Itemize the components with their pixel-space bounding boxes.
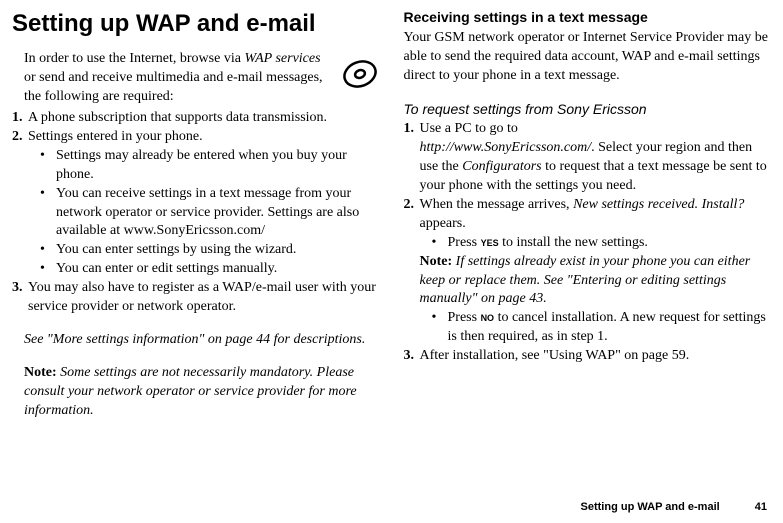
list-item-2: 2. Settings entered in your phone. • Set… xyxy=(12,128,380,279)
bullet-body: Settings may already be entered when you… xyxy=(56,147,380,185)
yes-key: YES xyxy=(481,238,499,248)
note-label: Note: xyxy=(420,254,453,269)
list-body: When the message arrives, New settings r… xyxy=(420,196,772,234)
url-text: http://www.SonyEricsson.com/ xyxy=(420,140,592,155)
text: appears. xyxy=(420,216,466,231)
list-number: 1. xyxy=(404,120,420,196)
bullet-item: • Press YES to install the new settings. xyxy=(432,234,772,253)
cdrom-icon xyxy=(340,54,380,94)
list-item-1: 1. A phone subscription that supports da… xyxy=(12,109,380,128)
list-body: A phone subscription that supports data … xyxy=(28,109,380,128)
bullet-mark: • xyxy=(432,234,448,253)
list-number: 2. xyxy=(12,128,28,279)
text: When the message arrives, xyxy=(420,197,574,212)
list-item-2: 2. When the message arrives, New setting… xyxy=(404,196,772,347)
bullet-item: • You can receive settings in a text mes… xyxy=(40,185,380,242)
page-footer: Setting up WAP and e-mail 41 xyxy=(581,500,767,515)
note-paragraph: Note: Some settings are not necessarily … xyxy=(24,364,380,421)
bullet-mark: • xyxy=(40,147,56,185)
bullet-body: You can enter settings by using the wiza… xyxy=(56,241,380,260)
list-body: Use a PC to go to http://www.SonyEricsso… xyxy=(420,120,772,196)
bullet-body: Press YES to install the new settings. xyxy=(448,234,772,253)
configurators-text: Configurators xyxy=(462,159,541,174)
text: to cancel installation. A new request fo… xyxy=(448,310,766,344)
bullet-item: • You can enter or edit settings manuall… xyxy=(40,260,380,279)
heading-request: To request settings from Sony Ericsson xyxy=(404,100,772,119)
see-more: See "More settings information" on page … xyxy=(24,331,380,350)
bullet-item: • Settings may already be entered when y… xyxy=(40,147,380,185)
text: to install the new settings. xyxy=(499,235,648,250)
note-label: Note: xyxy=(24,365,57,380)
text: Press xyxy=(448,235,481,250)
list-body: Settings entered in your phone. xyxy=(28,128,380,147)
page-title: Setting up WAP and e-mail xyxy=(12,8,380,40)
bullet-mark: • xyxy=(432,309,448,347)
note-text: Some settings are not necessarily mandat… xyxy=(24,365,357,418)
list-body: You may also have to register as a WAP/e… xyxy=(28,279,380,317)
list-number: 3. xyxy=(12,279,28,317)
note-paragraph: Note: If settings already exist in your … xyxy=(420,253,772,310)
bullet-body: You can receive settings in a text messa… xyxy=(56,185,380,242)
text: Use a PC to go to xyxy=(420,121,518,136)
intro-text-1: In order to use the Internet, browse via xyxy=(24,51,244,66)
footer-title: Setting up WAP and e-mail xyxy=(581,501,720,513)
bullet-item: • You can enter settings by using the wi… xyxy=(40,241,380,260)
receiving-body: Your GSM network operator or Internet Se… xyxy=(404,29,772,86)
list-item-1: 1. Use a PC to go to http://www.SonyEric… xyxy=(404,120,772,196)
bullet-mark: • xyxy=(40,260,56,279)
list-number: 1. xyxy=(12,109,28,128)
list-item-3: 3. You may also have to register as a WA… xyxy=(12,279,380,317)
list-item-3: 3. After installation, see "Using WAP" o… xyxy=(404,347,772,366)
list-number: 3. xyxy=(404,347,420,366)
bullet-mark: • xyxy=(40,241,56,260)
note-text: If settings already exist in your phone … xyxy=(420,254,751,307)
list-body: After installation, see "Using WAP" on p… xyxy=(420,347,772,366)
bullet-item: • Press NO to cancel installation. A new… xyxy=(432,309,772,347)
heading-receiving: Receiving settings in a text message xyxy=(404,8,772,27)
bullet-body: Press NO to cancel installation. A new r… xyxy=(448,309,772,347)
new-settings-text: New settings received. Install? xyxy=(573,197,744,212)
list-number: 2. xyxy=(404,196,420,347)
text: Press xyxy=(448,310,481,325)
intro-wap-services: WAP services xyxy=(244,51,320,66)
bullet-body: You can enter or edit settings manually. xyxy=(56,260,380,279)
bullet-mark: • xyxy=(40,185,56,242)
intro-paragraph: In order to use the Internet, browse via… xyxy=(24,50,332,107)
page-number: 41 xyxy=(755,501,767,513)
no-key: NO xyxy=(481,313,495,323)
intro-text-2: or send and receive multimedia and e-mai… xyxy=(24,70,323,104)
